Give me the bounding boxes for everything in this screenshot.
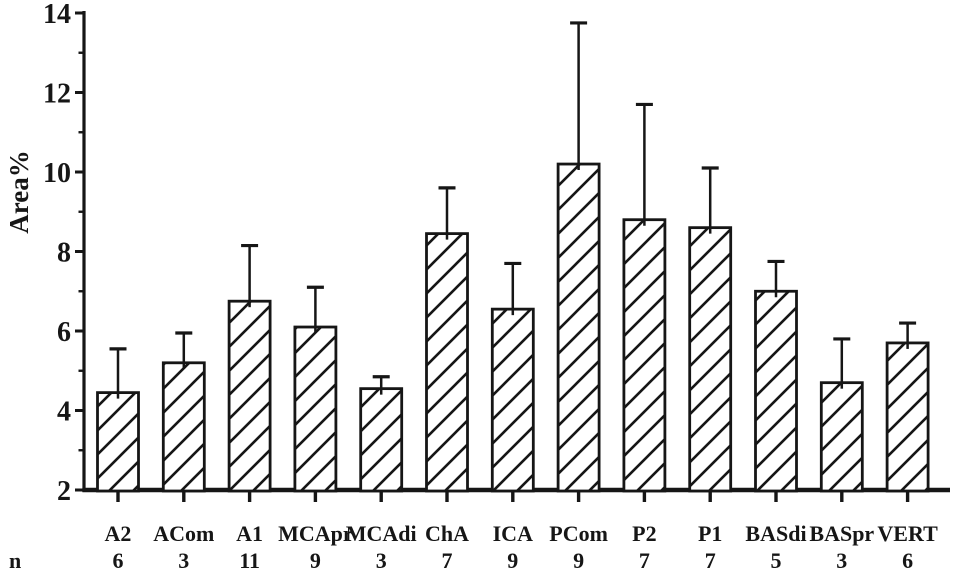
bar-hatch (492, 309, 534, 491)
x-category-label: BASpr (809, 521, 874, 546)
bar-group-p2: P27 (622, 102, 667, 573)
n-value: 6 (113, 548, 124, 573)
y-tick-label: 10 (43, 158, 71, 189)
x-category-label: A2 (105, 521, 132, 546)
y-tick-label: 14 (43, 0, 71, 30)
x-category-label: P1 (698, 521, 722, 546)
bar-hatch (887, 342, 929, 491)
n-value: 9 (573, 548, 584, 573)
n-value: 9 (507, 548, 518, 573)
x-category-label: ACom (153, 521, 214, 546)
n-value: 5 (771, 548, 782, 573)
x-category-label: MCApr (278, 521, 353, 546)
bar-group-p1: P17 (688, 166, 733, 573)
bar-hatch (229, 301, 271, 491)
x-category-label: PCom (549, 521, 608, 546)
bar-hatch (821, 382, 863, 491)
y-axis-title: Area% (4, 150, 34, 233)
x-category-label: ICA (493, 521, 533, 546)
y-tick-label: 8 (57, 238, 71, 269)
y-tick-label: 4 (57, 397, 71, 428)
n-value: 3 (376, 548, 387, 573)
y-tick-label: 2 (57, 476, 71, 507)
n-value: 9 (310, 548, 321, 573)
n-value: 7 (639, 548, 650, 573)
bar-hatch (97, 392, 139, 491)
bar-hatch (426, 233, 468, 492)
bar-group-a2: A26 (96, 347, 140, 573)
n-value: 11 (239, 548, 260, 573)
n-value: 7 (705, 548, 716, 573)
bar-hatch (689, 227, 731, 491)
n-value: 6 (902, 548, 913, 573)
n-value: 3 (178, 548, 189, 573)
n-row-label: n (9, 548, 21, 573)
n-value: 3 (836, 548, 847, 573)
x-category-label: ChA (425, 521, 469, 546)
bar-hatch (558, 164, 600, 492)
n-value: 7 (442, 548, 453, 573)
y-tick-label: 12 (43, 79, 71, 110)
bar-hatch (623, 219, 665, 491)
bar-hatch (294, 327, 336, 491)
bar-hatch (360, 388, 402, 491)
x-category-label: VERT (877, 521, 938, 546)
x-category-label: MCAdi (346, 521, 417, 546)
bar-hatch (755, 291, 797, 491)
x-category-label: P2 (632, 521, 656, 546)
x-category-label: BASdi (745, 521, 806, 546)
y-tick-label: 6 (57, 317, 71, 348)
x-category-label: A1 (236, 521, 263, 546)
bar-hatch (163, 362, 205, 491)
